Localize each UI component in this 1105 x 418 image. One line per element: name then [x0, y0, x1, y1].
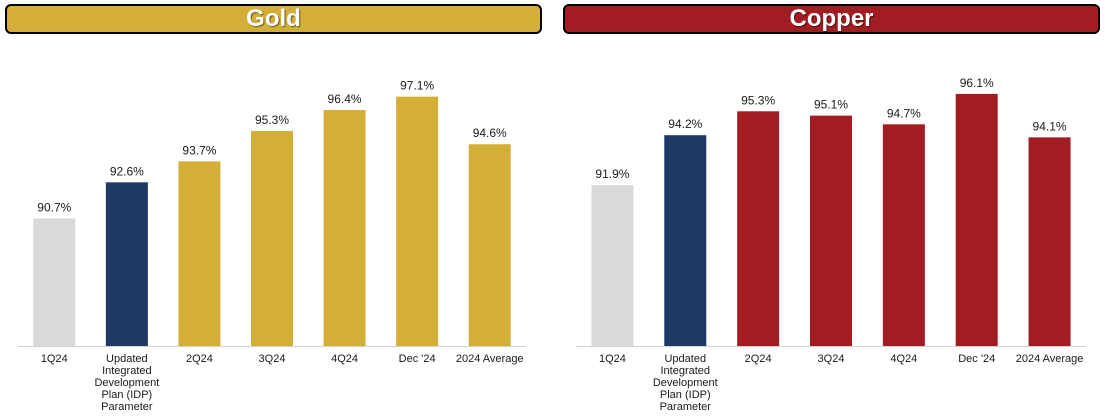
copper-value-label-1: 94.2% [668, 117, 702, 131]
gold-value-label-3: 95.3% [255, 113, 289, 127]
copper-value-label-0: 91.9% [595, 167, 629, 181]
gold-category-label-3: 3Q24 [259, 353, 286, 365]
copper-bar-4 [882, 124, 925, 346]
copper-value-label-6: 94.1% [1033, 119, 1067, 133]
gold-bar-1 [105, 182, 148, 346]
gold-value-label-4: 96.4% [328, 92, 362, 106]
gold-value-label-6: 94.6% [473, 126, 507, 140]
copper-bar-3 [810, 115, 852, 347]
copper-category-label-6: 2024 Average [1016, 353, 1084, 365]
gold-bar-6 [468, 144, 511, 346]
gold-value-label-0: 90.7% [37, 200, 71, 214]
copper-category-label-0: 1Q24 [599, 353, 626, 365]
copper-bar-2 [737, 111, 780, 346]
copper-category-label-4: 4Q24 [890, 353, 917, 365]
copper-value-label-5: 96.1% [960, 76, 994, 90]
copper-chart-title: Copper [789, 5, 874, 32]
copper-bar-1 [664, 135, 707, 346]
gold-bar-2 [178, 161, 221, 346]
copper-bar-0 [591, 185, 634, 346]
gold-category-label-4: 4Q24 [331, 353, 358, 365]
gold-bar-0 [33, 218, 76, 346]
gold-bar-4 [323, 109, 366, 346]
copper-chart-title-bar: Copper [563, 4, 1100, 34]
gold-value-label-1: 92.6% [110, 164, 144, 178]
copper-category-label-5: Dec '24 [958, 353, 995, 365]
gold-category-label-1: Updated Integrated Development Plan (IDP) Pa… [94, 353, 159, 413]
copper-category-label-3: 3Q24 [818, 353, 845, 365]
copper-value-label-3: 95.1% [814, 98, 848, 112]
copper-bar-6 [1028, 137, 1071, 346]
copper-category-label-1: Updated Integrated Development Plan (IDP) Pa… [653, 353, 718, 413]
gold-category-label-2: 2Q24 [186, 353, 213, 365]
copper-value-label-4: 94.7% [887, 106, 921, 120]
gold-value-label-5: 97.1% [400, 79, 434, 93]
gold-bar-5 [396, 96, 439, 346]
copper-category-label-2: 2Q24 [745, 353, 772, 365]
copper-value-label-2: 95.3% [741, 93, 775, 107]
gold-bar-3 [251, 130, 293, 346]
gold-value-label-2: 93.7% [182, 143, 216, 157]
gold-category-label-5: Dec '24 [399, 353, 436, 365]
gold-category-label-6: 2024 Average [456, 353, 524, 365]
gold-chart-title: Gold [246, 5, 301, 32]
gold-chart-title-bar: Gold [5, 4, 542, 34]
copper-bar-5 [955, 93, 998, 346]
gold-category-label-0: 1Q24 [41, 353, 68, 365]
